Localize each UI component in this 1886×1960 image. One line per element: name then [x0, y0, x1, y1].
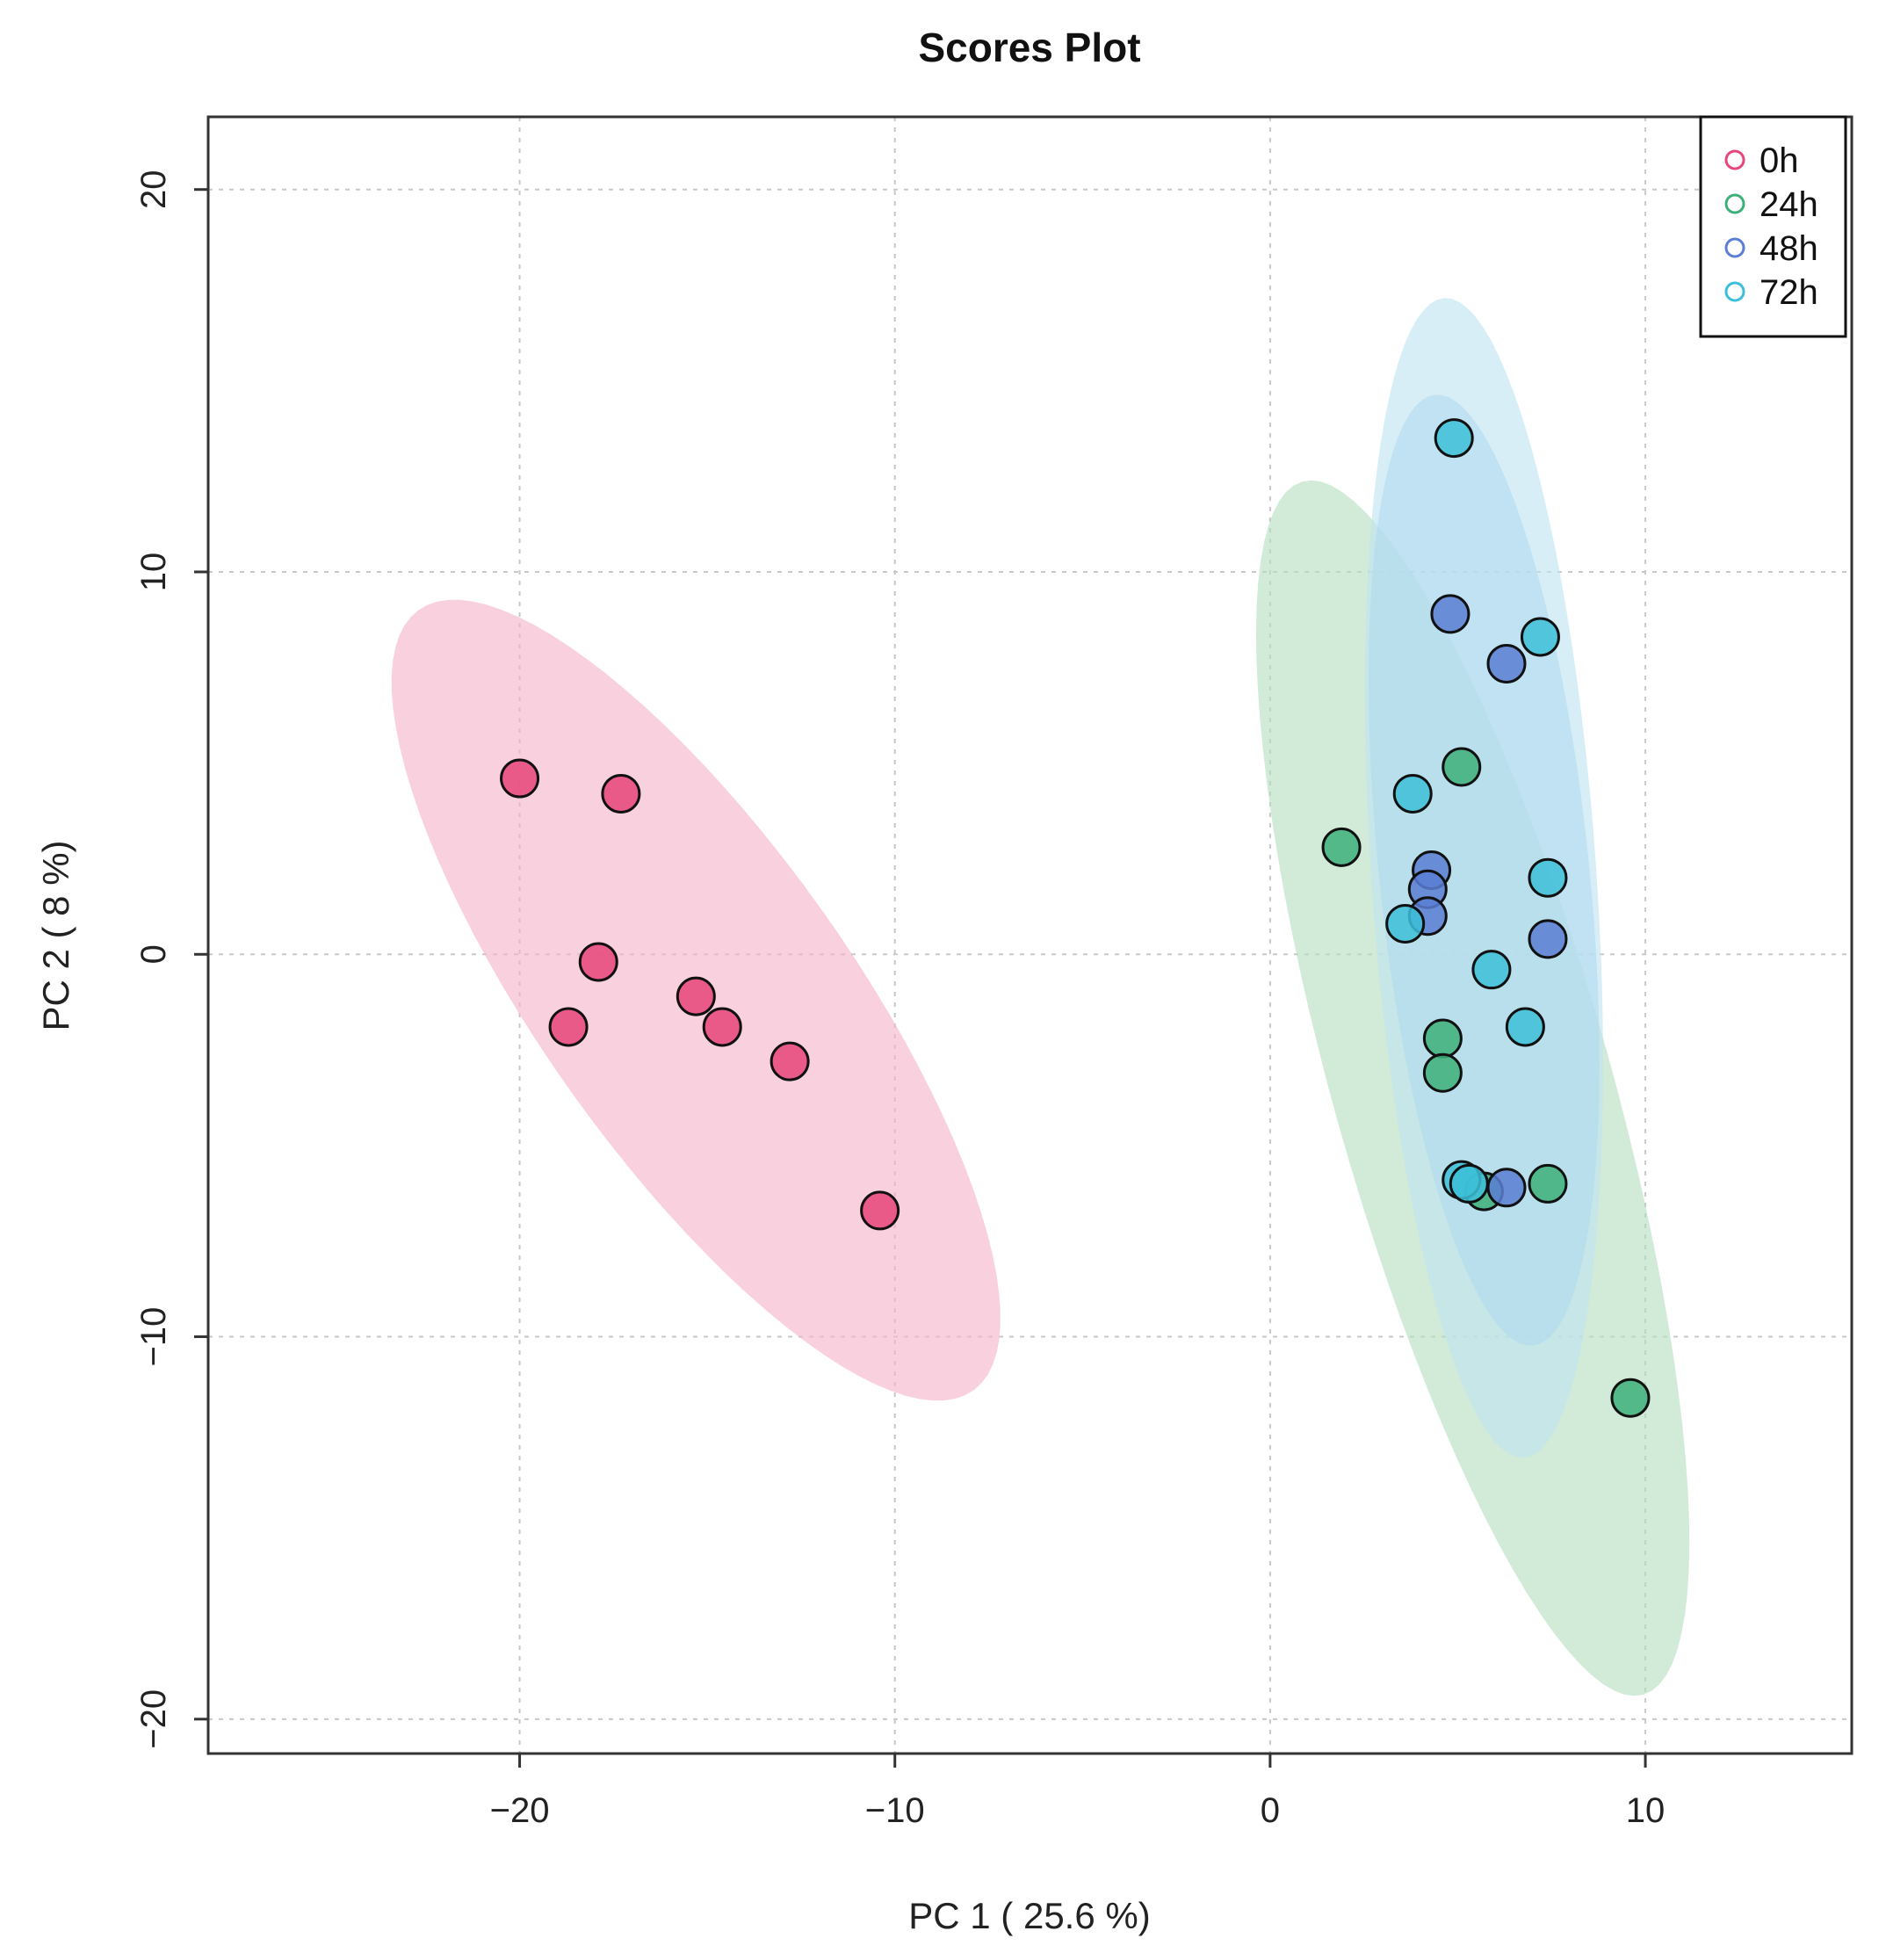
y-axis-ticks: −20 −10 0 10 20	[134, 170, 208, 1749]
legend: 0h 24h 48h 72h	[1699, 115, 1847, 338]
point-24h-1	[1321, 827, 1362, 867]
point-0h-2	[601, 773, 641, 814]
point-0h-4	[548, 1007, 589, 1047]
y-axis-label: PC 2 ( 8 %)	[35, 840, 76, 1031]
point-0h-5	[676, 976, 716, 1016]
point-72h-5	[1385, 903, 1426, 944]
point-72h-1	[1434, 418, 1474, 459]
legend-label-24h: 24h	[1760, 185, 1818, 224]
point-0h-3	[578, 942, 618, 982]
point-24h-4	[1422, 1052, 1463, 1093]
point-48h-6	[1528, 919, 1568, 959]
plot-frame	[206, 115, 1853, 1755]
y-tick-label-20: 20	[134, 170, 173, 209]
point-0h-8	[860, 1190, 900, 1231]
point-48h-7	[1486, 1168, 1527, 1208]
point-48h-2	[1486, 643, 1527, 683]
point-72h-4	[1528, 857, 1568, 898]
point-48h-1	[1430, 594, 1471, 634]
point-72h-9	[1449, 1163, 1489, 1204]
y-tick-label-0: 0	[134, 944, 173, 964]
point-24h-7	[1610, 1378, 1651, 1418]
point-0h-7	[770, 1041, 810, 1081]
y-tick-label-10: −10	[134, 1307, 173, 1367]
point-24h-6	[1528, 1163, 1568, 1204]
legend-marker-24h	[1724, 193, 1745, 214]
point-0h-6	[702, 1007, 742, 1047]
point-72h-3	[1392, 773, 1433, 814]
x-tick-label-0: 0	[1261, 1791, 1280, 1830]
x-tick-label-10: −10	[865, 1791, 925, 1830]
y-tick-label-20: −20	[134, 1689, 173, 1749]
confidence-ellipses	[391, 298, 1690, 1696]
legend-marker-72h	[1724, 281, 1745, 302]
point-24h-3	[1422, 1018, 1463, 1059]
point-0h-1	[500, 758, 540, 799]
legend-box	[1699, 115, 1847, 338]
x-axis-ticks: −20 −10 0 10	[490, 1754, 1666, 1830]
point-72h-6	[1471, 950, 1512, 990]
score-points	[500, 418, 1651, 1418]
legend-label-72h: 72h	[1760, 273, 1818, 312]
point-24h-2	[1442, 747, 1482, 787]
legend-marker-0h	[1724, 149, 1745, 170]
legend-label-0h: 0h	[1760, 141, 1799, 180]
legend-marker-48h	[1724, 237, 1745, 258]
point-72h-2	[1520, 617, 1560, 657]
chart-title: Scores Plot	[918, 25, 1140, 70]
point-72h-7	[1505, 1007, 1545, 1047]
x-axis-label: PC 1 ( 25.6 %)	[908, 1895, 1150, 1936]
x-tick-label-20: −20	[490, 1791, 550, 1830]
y-tick-label-10: 10	[134, 553, 173, 592]
x-tick-label-10: 10	[1626, 1791, 1666, 1830]
legend-label-48h: 48h	[1760, 229, 1818, 268]
